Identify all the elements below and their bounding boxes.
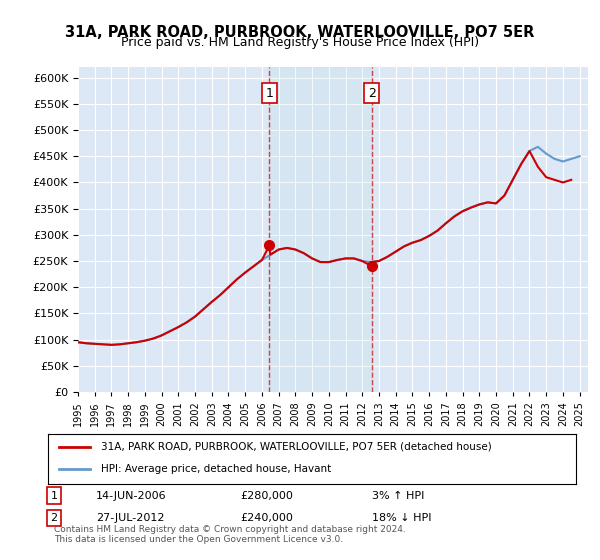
Text: 1: 1 bbox=[266, 87, 274, 100]
Text: 2: 2 bbox=[50, 513, 58, 523]
Text: 2: 2 bbox=[368, 87, 376, 100]
Text: Contains HM Land Registry data © Crown copyright and database right 2024.
This d: Contains HM Land Registry data © Crown c… bbox=[54, 525, 406, 544]
Text: 18% ↓ HPI: 18% ↓ HPI bbox=[372, 513, 431, 523]
Text: £280,000: £280,000 bbox=[240, 491, 293, 501]
Text: 3% ↑ HPI: 3% ↑ HPI bbox=[372, 491, 424, 501]
Text: Price paid vs. HM Land Registry's House Price Index (HPI): Price paid vs. HM Land Registry's House … bbox=[121, 36, 479, 49]
Text: 31A, PARK ROAD, PURBROOK, WATERLOOVILLE, PO7 5ER (detached house): 31A, PARK ROAD, PURBROOK, WATERLOOVILLE,… bbox=[101, 442, 491, 451]
Text: 14-JUN-2006: 14-JUN-2006 bbox=[96, 491, 167, 501]
Text: £240,000: £240,000 bbox=[240, 513, 293, 523]
Text: HPI: Average price, detached house, Havant: HPI: Average price, detached house, Hava… bbox=[101, 464, 331, 474]
Text: 27-JUL-2012: 27-JUL-2012 bbox=[96, 513, 164, 523]
Text: 1: 1 bbox=[50, 491, 58, 501]
Text: 31A, PARK ROAD, PURBROOK, WATERLOOVILLE, PO7 5ER: 31A, PARK ROAD, PURBROOK, WATERLOOVILLE,… bbox=[65, 25, 535, 40]
Bar bbox=[269, 67, 372, 392]
